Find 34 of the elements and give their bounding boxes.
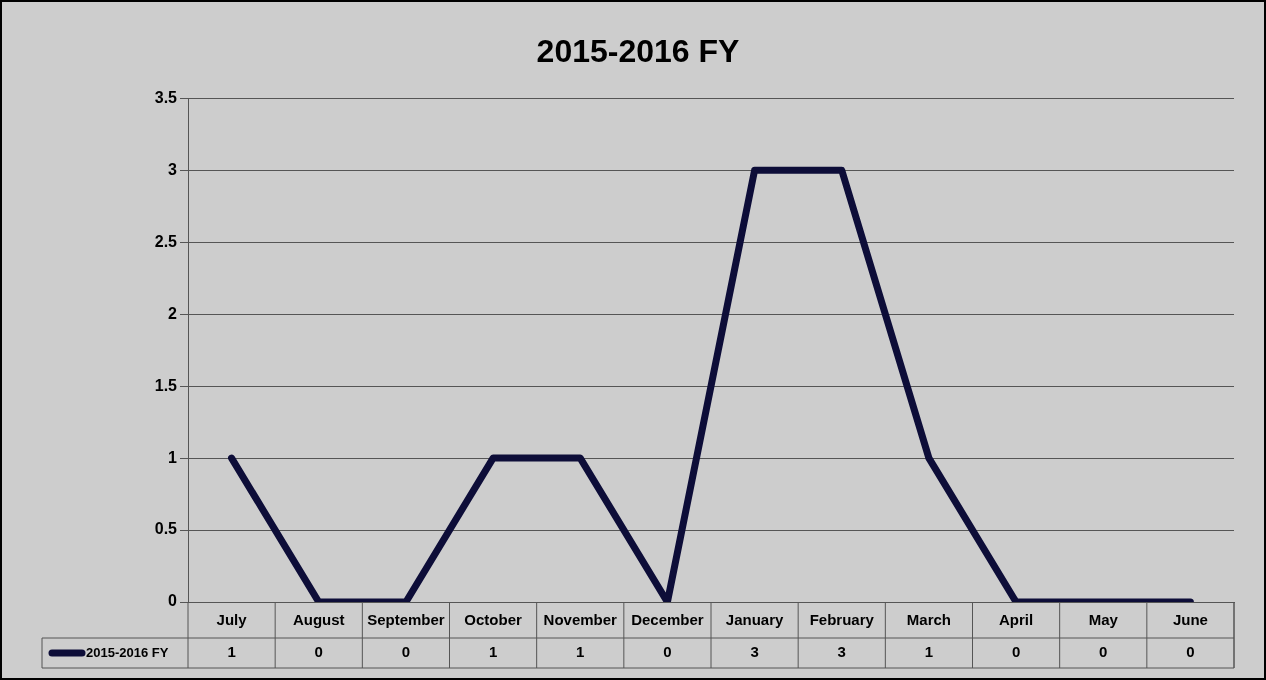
y-tick-label: 0 [168, 592, 178, 610]
x-tick-label: September [367, 611, 445, 629]
y-tick-label: 2 [168, 304, 178, 322]
x-tick-label: June [1172, 611, 1208, 629]
data-label: 0 [1011, 643, 1021, 661]
x-tick-label: July [216, 611, 248, 629]
y-tick-label: 3 [168, 160, 178, 178]
data-label: 1 [576, 643, 585, 661]
x-tick-label: August [292, 611, 345, 629]
x-tick-label: November [543, 611, 618, 629]
data-label: 1 [924, 643, 934, 661]
legend-label: 2015-2016 FY [86, 644, 169, 660]
data-label: 0 [314, 643, 323, 661]
data-label: 0 [663, 643, 672, 661]
x-tick-label: March [906, 611, 952, 629]
data-label: 3 [750, 643, 759, 661]
y-tick-label: 1 [168, 448, 178, 466]
x-tick-label: May [1088, 611, 1119, 629]
data-label: 0 [401, 643, 411, 661]
y-tick-label: 0.5 [154, 520, 178, 538]
y-tick-label: 1.5 [154, 376, 178, 394]
x-tick-label: October [464, 611, 522, 629]
y-tick-label: 3.5 [154, 88, 178, 106]
x-tick-label: December [631, 611, 704, 629]
data-label: 1 [227, 643, 236, 661]
data-label: 0 [1186, 643, 1195, 661]
chart-title: 2015-2016 FY [536, 33, 740, 70]
data-label: 1 [488, 643, 498, 661]
y-tick-label: 2.5 [154, 232, 178, 250]
x-tick-label: January [725, 611, 784, 629]
data-label: 0 [1099, 643, 1108, 661]
data-label: 3 [837, 643, 846, 661]
x-tick-label: February [809, 611, 875, 629]
x-tick-label: April [999, 611, 1034, 629]
